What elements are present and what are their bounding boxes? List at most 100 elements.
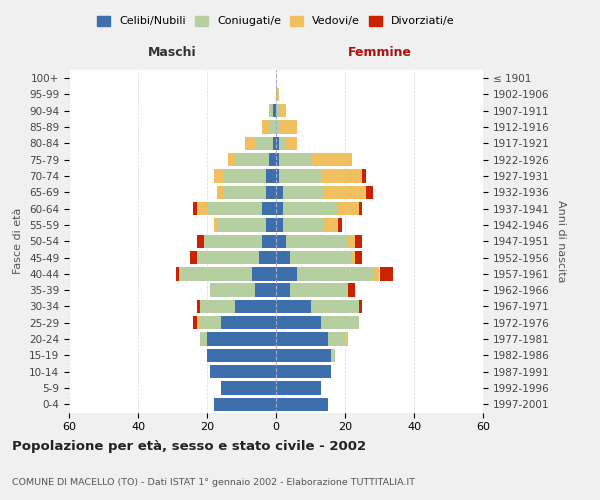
- Bar: [280, 104, 286, 118]
- Legend: Celibi/Nubili, Coniugati/e, Vedovi/e, Divorziati/e: Celibi/Nubili, Coniugati/e, Vedovi/e, Di…: [97, 16, 455, 26]
- Bar: [276, 365, 331, 378]
- Bar: [197, 202, 207, 215]
- Bar: [197, 316, 200, 330]
- Bar: [262, 120, 269, 134]
- Bar: [280, 136, 286, 150]
- Bar: [256, 136, 272, 150]
- Bar: [276, 202, 283, 215]
- Bar: [217, 218, 266, 232]
- Bar: [200, 332, 207, 346]
- Bar: [207, 348, 276, 362]
- Bar: [190, 251, 197, 264]
- Bar: [224, 170, 266, 182]
- Bar: [280, 120, 296, 134]
- Text: Maschi: Maschi: [148, 46, 197, 59]
- Text: Femmine: Femmine: [347, 46, 412, 59]
- Bar: [276, 398, 328, 411]
- Bar: [311, 300, 359, 313]
- Bar: [269, 153, 276, 166]
- Bar: [276, 120, 280, 134]
- Text: Popolazione per età, sesso e stato civile - 2002: Popolazione per età, sesso e stato civil…: [12, 440, 366, 453]
- Bar: [380, 267, 394, 280]
- Bar: [276, 234, 286, 248]
- Bar: [256, 284, 276, 297]
- Bar: [373, 267, 379, 280]
- Bar: [338, 202, 359, 215]
- Bar: [280, 170, 321, 182]
- Bar: [283, 186, 324, 199]
- Bar: [276, 218, 283, 232]
- Bar: [325, 186, 366, 199]
- Bar: [235, 153, 269, 166]
- Bar: [262, 234, 276, 248]
- Bar: [276, 284, 290, 297]
- Bar: [252, 267, 276, 280]
- Bar: [203, 234, 262, 248]
- Bar: [262, 202, 276, 215]
- Bar: [214, 398, 276, 411]
- Bar: [355, 234, 362, 248]
- Bar: [276, 251, 290, 264]
- Bar: [200, 316, 221, 330]
- Text: COMUNE DI MACELLO (TO) - Dati ISTAT 1° gennaio 2002 - Elaborazione TUTTITALIA.IT: COMUNE DI MACELLO (TO) - Dati ISTAT 1° g…: [12, 478, 415, 487]
- Bar: [193, 202, 197, 215]
- Bar: [269, 120, 276, 134]
- Bar: [176, 267, 179, 280]
- Bar: [214, 170, 224, 182]
- Bar: [321, 316, 359, 330]
- Bar: [286, 234, 349, 248]
- Bar: [272, 104, 276, 118]
- Bar: [179, 267, 252, 280]
- Bar: [311, 153, 352, 166]
- Bar: [276, 186, 283, 199]
- Bar: [197, 234, 203, 248]
- Bar: [352, 251, 355, 264]
- Bar: [276, 153, 280, 166]
- Bar: [211, 365, 276, 378]
- Bar: [276, 104, 280, 118]
- Bar: [221, 382, 276, 394]
- Bar: [200, 300, 235, 313]
- Y-axis label: Fasce di età: Fasce di età: [13, 208, 23, 274]
- Bar: [276, 316, 321, 330]
- Bar: [235, 300, 276, 313]
- Bar: [331, 348, 335, 362]
- Bar: [286, 136, 297, 150]
- Bar: [207, 332, 276, 346]
- Bar: [349, 284, 355, 297]
- Bar: [321, 170, 362, 182]
- Bar: [325, 218, 338, 232]
- Bar: [197, 300, 200, 313]
- Bar: [193, 316, 197, 330]
- Bar: [197, 251, 259, 264]
- Bar: [276, 382, 321, 394]
- Bar: [345, 332, 349, 346]
- Bar: [228, 153, 235, 166]
- Bar: [266, 218, 276, 232]
- Bar: [355, 251, 362, 264]
- Bar: [266, 170, 276, 182]
- Bar: [359, 300, 362, 313]
- Bar: [214, 218, 217, 232]
- Bar: [259, 251, 276, 264]
- Bar: [283, 202, 338, 215]
- Bar: [211, 284, 256, 297]
- Bar: [276, 332, 328, 346]
- Bar: [217, 186, 224, 199]
- Bar: [276, 170, 280, 182]
- Bar: [280, 153, 311, 166]
- Bar: [276, 300, 311, 313]
- Bar: [269, 104, 272, 118]
- Bar: [328, 332, 345, 346]
- Bar: [276, 348, 331, 362]
- Bar: [290, 284, 349, 297]
- Bar: [349, 234, 355, 248]
- Bar: [362, 170, 366, 182]
- Bar: [276, 136, 280, 150]
- Bar: [245, 136, 256, 150]
- Bar: [224, 186, 266, 199]
- Bar: [266, 186, 276, 199]
- Bar: [296, 267, 373, 280]
- Bar: [366, 186, 373, 199]
- Bar: [283, 218, 324, 232]
